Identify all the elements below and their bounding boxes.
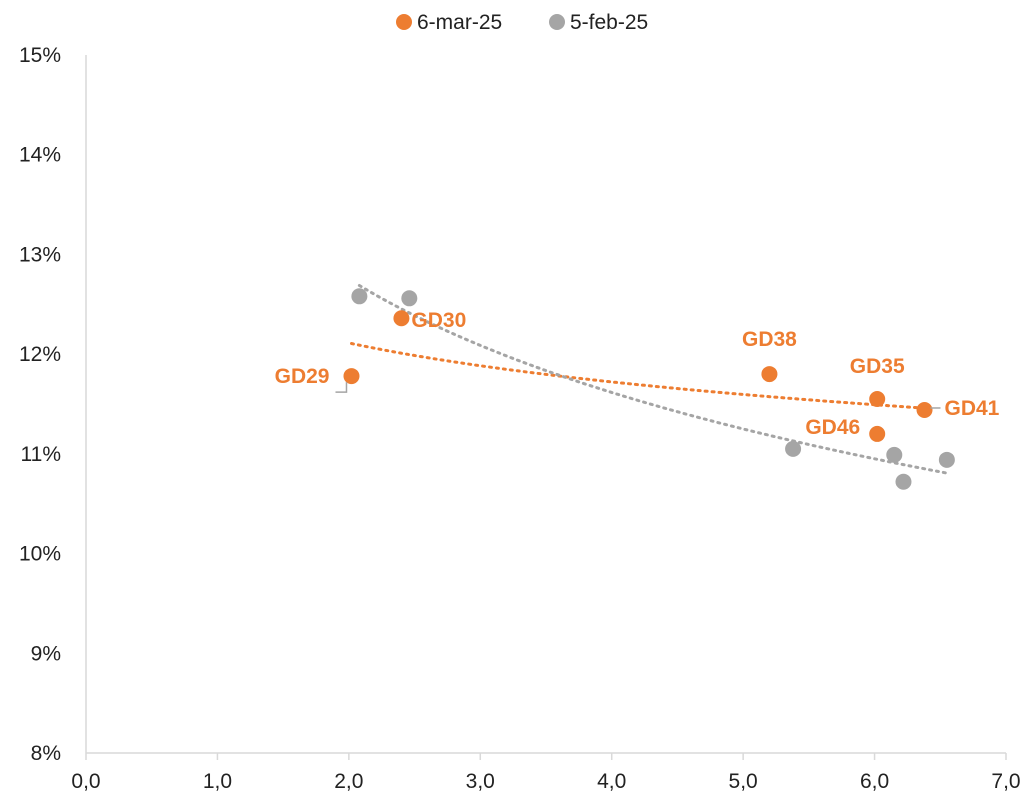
legend: 6-mar-25 5-feb-25 (396, 11, 648, 34)
y-tick-label: 13% (19, 243, 61, 266)
data-point (895, 474, 911, 490)
data-label: GD41 (945, 397, 1000, 420)
data-point (939, 452, 955, 468)
legend-label: 5-feb-25 (570, 11, 648, 34)
x-tick-label: 4,0 (597, 770, 626, 793)
data-point (785, 441, 801, 457)
legend-marker (396, 14, 412, 30)
data-point (869, 391, 885, 407)
x-tick-label: 1,0 (203, 770, 232, 793)
x-tick-label: 6,0 (860, 770, 889, 793)
data-label: GD35 (850, 355, 905, 378)
label-leader-line (335, 382, 346, 392)
data-point (886, 447, 902, 463)
y-tick-label: 8% (31, 742, 61, 765)
y-tick-label: 10% (19, 543, 61, 566)
data-point (761, 366, 777, 382)
legend-marker (549, 14, 565, 30)
data-label: GD30 (411, 309, 466, 332)
data-point (869, 426, 885, 442)
x-tick-label: 0,0 (71, 770, 100, 793)
data-point (401, 290, 417, 306)
data-label: GD38 (742, 328, 797, 351)
data-point (917, 402, 933, 418)
y-tick-label: 11% (21, 443, 61, 466)
axes: 8% 9% 10% 11% 12% 13% 14% 15% 0,0 1,0 2,0 3,0 4,0 5,0… (19, 44, 1021, 793)
y-tick-label: 9% (31, 642, 61, 665)
data-point (343, 368, 359, 384)
x-tick-label: 5,0 (729, 770, 758, 793)
legend-label: 6-mar-25 (417, 11, 502, 34)
data-label: GD29 (275, 365, 330, 388)
data-point (393, 310, 409, 326)
x-tick-label: 2,0 (334, 770, 363, 793)
data-point (351, 288, 367, 304)
y-tick-label: 15% (19, 44, 61, 67)
data-label: GD46 (805, 416, 860, 439)
y-tick-label: 14% (19, 144, 61, 167)
trendline-6-mar-25 (351, 344, 924, 409)
x-tick-label: 3,0 (466, 770, 495, 793)
data-labels: GD29 GD30 GD38 GD35 GD46 GD41 (275, 309, 1000, 439)
x-tick-label: 7,0 (991, 770, 1020, 793)
y-tick-label: 12% (19, 343, 61, 366)
